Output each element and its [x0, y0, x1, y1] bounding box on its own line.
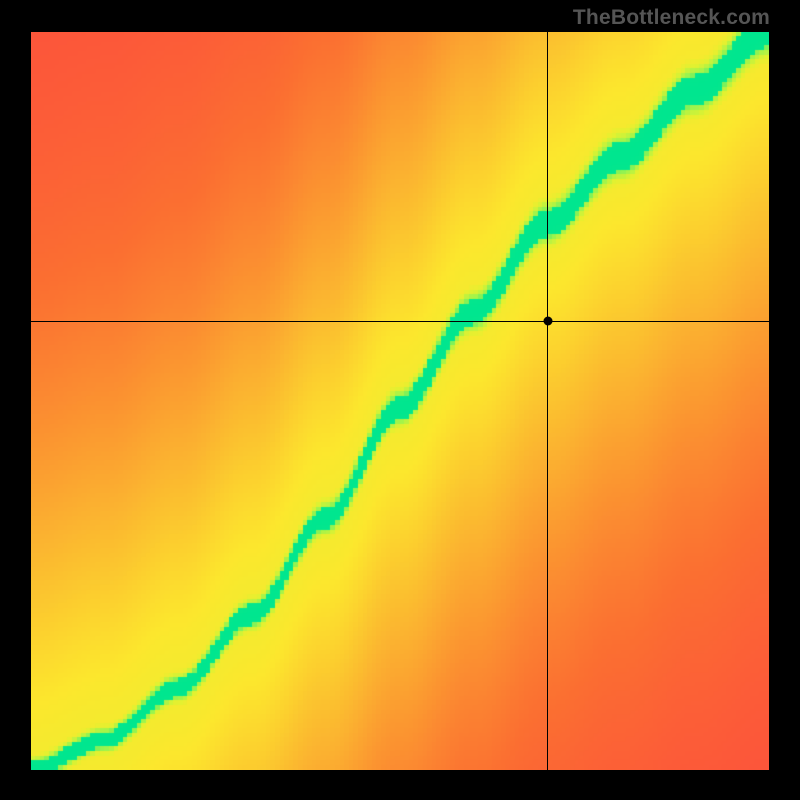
crosshair-vertical	[547, 32, 548, 770]
crosshair-horizontal	[31, 321, 769, 322]
plot-area	[31, 32, 769, 770]
chart-frame: TheBottleneck.com	[0, 0, 800, 800]
crosshair-dot	[543, 317, 552, 326]
watermark-text: TheBottleneck.com	[573, 6, 770, 30]
heatmap-canvas	[31, 32, 769, 770]
